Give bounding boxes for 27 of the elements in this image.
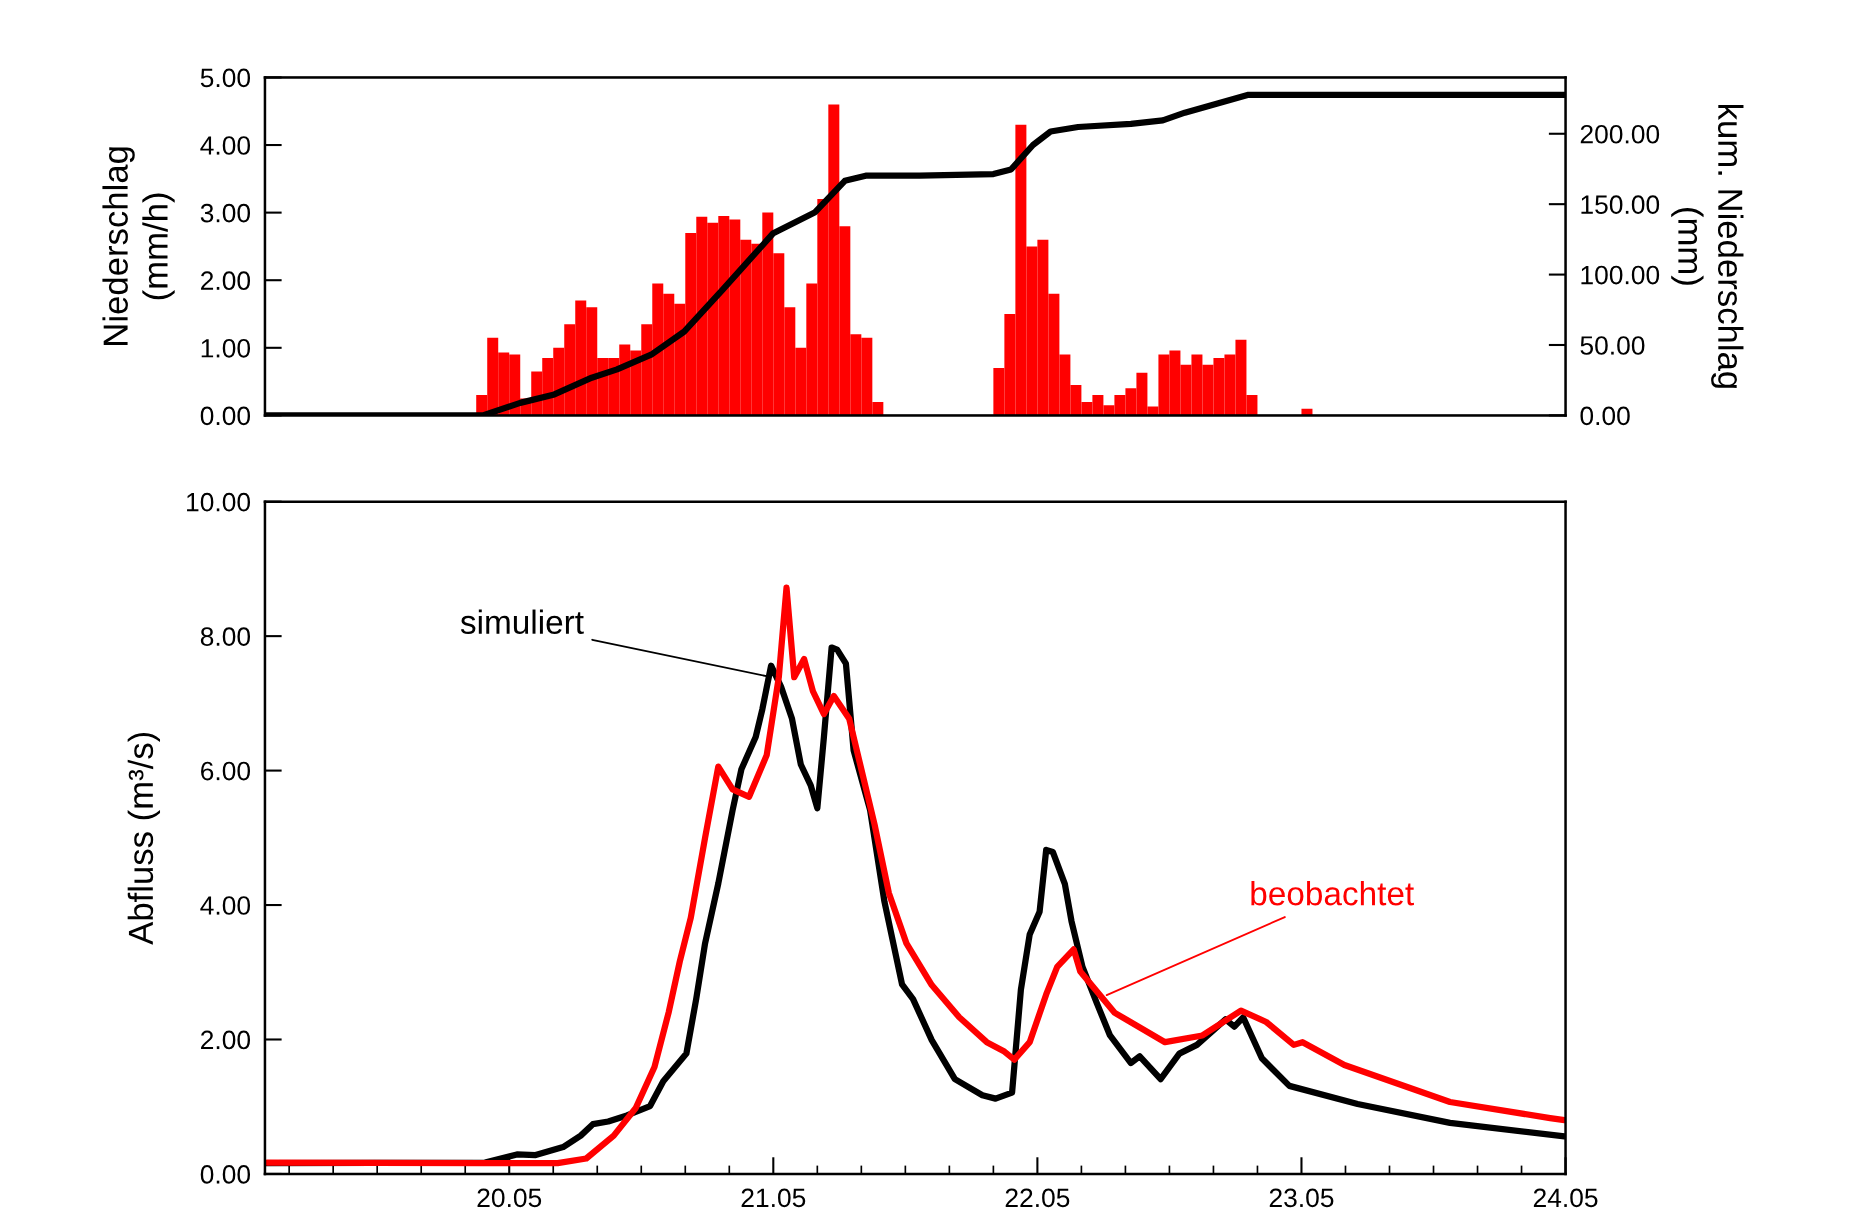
y-tick-label: 8.00 (200, 627, 251, 646)
y-tick-label: 0.00 (200, 1165, 251, 1184)
y-tick-label: 3.00 (200, 203, 251, 223)
x-tick-label: 21.05 (741, 1188, 806, 1208)
y-tick-label: 2.00 (201, 1030, 251, 1050)
y2-tick-label: 0.00 (1580, 406, 1630, 426)
x-tick-label: 23.05 (1269, 1188, 1334, 1208)
y-tick-label: 10.00 (187, 492, 251, 512)
y-tick-label: 0.00 (200, 406, 251, 426)
annotation: beobachtet (1251, 880, 1414, 906)
annotation: simuliert (460, 609, 584, 635)
y-tick-label: 5.00 (200, 68, 251, 88)
y-tick-label: 2.00 (201, 271, 251, 291)
x-tick-label: 22.05 (1005, 1188, 1070, 1208)
y2-tick-label: 50.00 (1580, 336, 1645, 355)
y-tick-label: 1.00 (201, 338, 251, 358)
y-tick-label: 6.00 (201, 761, 251, 781)
y-tick-label: 4.00 (200, 136, 251, 155)
y-tick-label: 4.00 (200, 896, 251, 915)
x-tick-label: 24.05 (1533, 1188, 1598, 1208)
y-axis-title: Niederschlag (mm/h) (102, 147, 175, 345)
y2-tick-label: 150.00 (1581, 195, 1660, 214)
y2-tick-label: 100.00 (1581, 265, 1660, 285)
y-axis-title: Abfluss (m³/s) (127, 732, 161, 945)
y2-axis-title: kum. Niederschlag (mm) (1671, 104, 1744, 388)
x-tick-label: 20.05 (477, 1188, 542, 1208)
y2-tick-label: 200.00 (1580, 124, 1660, 144)
